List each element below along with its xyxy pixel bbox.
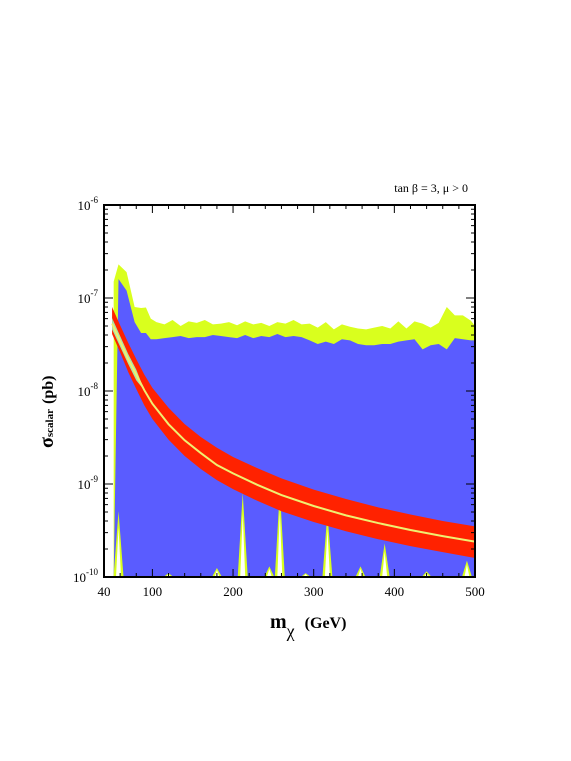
spike-core-5	[277, 512, 283, 577]
plot-area	[111, 264, 475, 577]
x-axis-unit: (GeV)	[305, 615, 347, 632]
x-tick-label-40: 40	[98, 584, 111, 599]
tick-labels: 40 100 200 300 400 500 10-10 10-9 10-8 10-7 10-6	[73, 195, 485, 599]
y-axis-unit: (pb)	[40, 376, 57, 404]
spike-core-11	[464, 564, 470, 577]
y-tick-label: 10-10	[73, 567, 98, 585]
spike-core-3	[240, 514, 246, 577]
x-axis-subscript: χ	[286, 621, 295, 641]
y-tick-label: 10-7	[78, 288, 99, 306]
spike-core-4	[266, 569, 272, 577]
x-tick-label-100: 100	[143, 584, 163, 599]
blue-region	[113, 279, 475, 577]
x-tick-label-300: 300	[304, 584, 324, 599]
chart-annotation: tan β = 3, μ > 0	[394, 181, 468, 195]
spike-core-0	[116, 527, 122, 577]
x-axis-title: mχ (GeV)	[270, 611, 346, 641]
y-axis-symbol: σ	[36, 437, 58, 448]
y-axis-title: σscalar (pb)	[36, 376, 58, 448]
y-tick-label: 10-8	[78, 381, 99, 399]
axis-ticks	[103, 204, 476, 578]
inner-band	[112, 317, 145, 391]
x-tick-label-500: 500	[465, 584, 485, 599]
x-axis-symbol: m	[270, 611, 287, 633]
spike-core-9	[382, 551, 388, 577]
x-tick-label-400: 400	[385, 584, 405, 599]
red-band	[112, 307, 475, 559]
y-axis-subscript: scalar	[44, 409, 56, 437]
spike-core-7	[324, 529, 330, 577]
y-tick-label: 10-6	[78, 195, 99, 213]
y-tick-label: 10-9	[78, 474, 99, 492]
center-line	[111, 323, 475, 543]
x-tick-label-200: 200	[223, 584, 243, 599]
